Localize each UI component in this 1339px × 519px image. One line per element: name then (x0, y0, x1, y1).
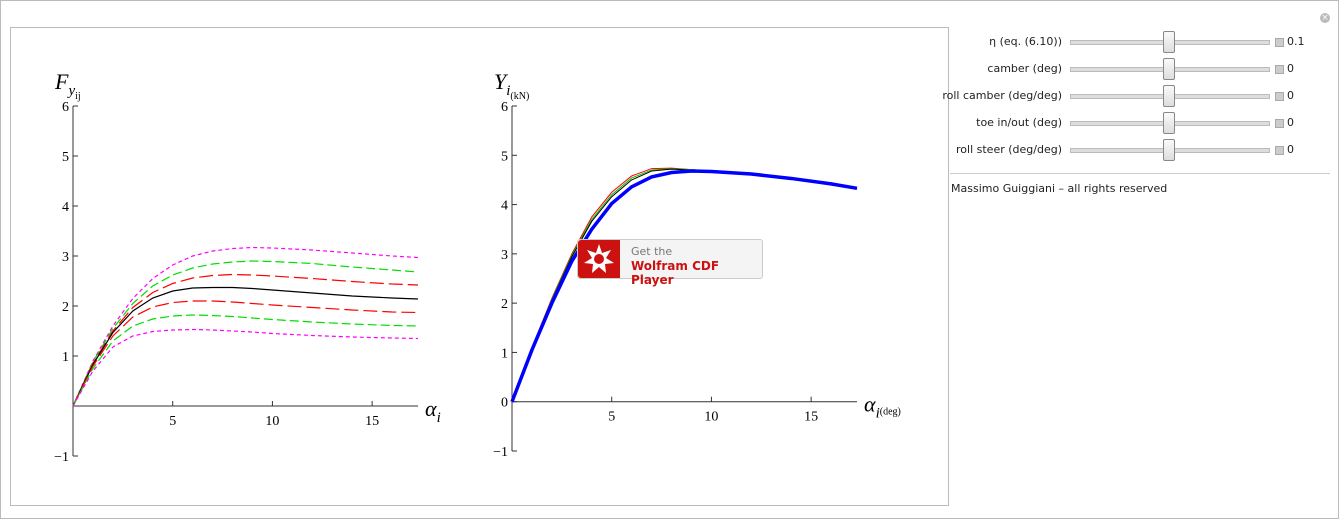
curve (72, 328, 419, 407)
x-tick-label: 10 (704, 410, 718, 425)
y-tick-label: −1 (54, 450, 69, 465)
x-tick-label: 5 (608, 410, 615, 425)
control-label: camber (deg) (987, 62, 1062, 75)
step-button[interactable] (1275, 65, 1284, 74)
cdf-badge[interactable]: Get the Wolfram CDF Player (577, 239, 763, 287)
x-tick-label: 5 (169, 414, 176, 429)
step-button[interactable] (1275, 119, 1284, 128)
curve (72, 246, 419, 407)
y-tick-label: 3 (501, 248, 508, 263)
separator (950, 173, 1330, 174)
badge-star (584, 244, 614, 273)
control-label: toe in/out (deg) (976, 116, 1062, 129)
control-value: 0.1 (1287, 35, 1305, 48)
y-label-sub: i (506, 83, 510, 99)
y-label-sub: y (66, 83, 75, 99)
y-label-subsub: ij (75, 91, 81, 102)
badge-icon (578, 240, 620, 278)
slider-thumb[interactable] (1163, 58, 1175, 80)
control-value: 0 (1287, 116, 1294, 129)
y-label-main: F (54, 69, 69, 94)
slider-thumb[interactable] (1163, 112, 1175, 134)
slider-thumb[interactable] (1163, 139, 1175, 161)
control-label: roll camber (deg/deg) (942, 89, 1062, 102)
y-axis-label: Yi(kN) (494, 69, 529, 102)
y-label-subsub: (kN) (510, 91, 529, 102)
curve (72, 314, 419, 407)
control-value: 0 (1287, 89, 1294, 102)
y-tick-label: 2 (501, 297, 508, 312)
badge-line1: Get the (631, 245, 673, 258)
curve (510, 169, 858, 403)
x-label-sub: i (437, 410, 441, 426)
x-label-main: α (864, 392, 876, 417)
step-button[interactable] (1275, 92, 1284, 101)
x-label-sub: i (876, 406, 880, 422)
x-tick-label: 15 (365, 414, 379, 429)
x-axis-label: αi(deg) (864, 392, 901, 422)
curve (72, 273, 419, 407)
panel-border (10, 27, 949, 506)
y-tick-label: −1 (493, 445, 508, 460)
step-button[interactable] (1275, 146, 1284, 155)
y-axis-label: Fyij (54, 69, 81, 102)
y-tick-label: 6 (501, 100, 508, 115)
x-tick-label: 15 (804, 410, 818, 425)
control-value: 0 (1287, 143, 1294, 156)
badge-line2: Wolfram CDF Player (631, 259, 720, 287)
y-tick-label: 2 (62, 300, 69, 315)
y-tick-label: 6 (62, 100, 69, 115)
curve (72, 260, 419, 407)
curve (72, 300, 419, 407)
y-tick-label: 1 (501, 346, 508, 361)
y-tick-label: 5 (62, 150, 69, 165)
curve (72, 286, 419, 407)
y-tick-label: 1 (62, 350, 69, 365)
y-tick-label: 3 (62, 250, 69, 265)
y-tick-label: 0 (501, 396, 508, 411)
x-axis-label: αi (425, 396, 441, 426)
y-tick-label: 4 (501, 199, 508, 214)
x-label-main: α (425, 396, 437, 421)
close-button[interactable]: × (1320, 13, 1330, 23)
step-button[interactable] (1275, 38, 1284, 47)
control-label: η (eq. (6.10)) (989, 35, 1062, 48)
y-tick-label: 4 (62, 200, 69, 215)
credit: Massimo Guiggiani – all rights reserved (951, 182, 1168, 195)
control-value: 0 (1287, 62, 1294, 75)
slider-thumb[interactable] (1163, 85, 1175, 107)
y-label-main: Y (494, 69, 509, 94)
y-tick-label: 5 (501, 149, 508, 164)
control-label: roll steer (deg/deg) (956, 143, 1062, 156)
slider-thumb[interactable] (1163, 31, 1175, 53)
x-label-subsub: (deg) (880, 407, 901, 418)
x-tick-label: 10 (265, 414, 279, 429)
